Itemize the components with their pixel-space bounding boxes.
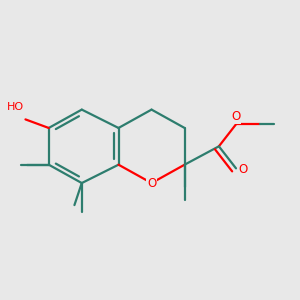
- Text: HO: HO: [7, 102, 24, 112]
- Text: O: O: [231, 110, 241, 123]
- Text: O: O: [147, 177, 156, 190]
- Text: O: O: [238, 163, 248, 176]
